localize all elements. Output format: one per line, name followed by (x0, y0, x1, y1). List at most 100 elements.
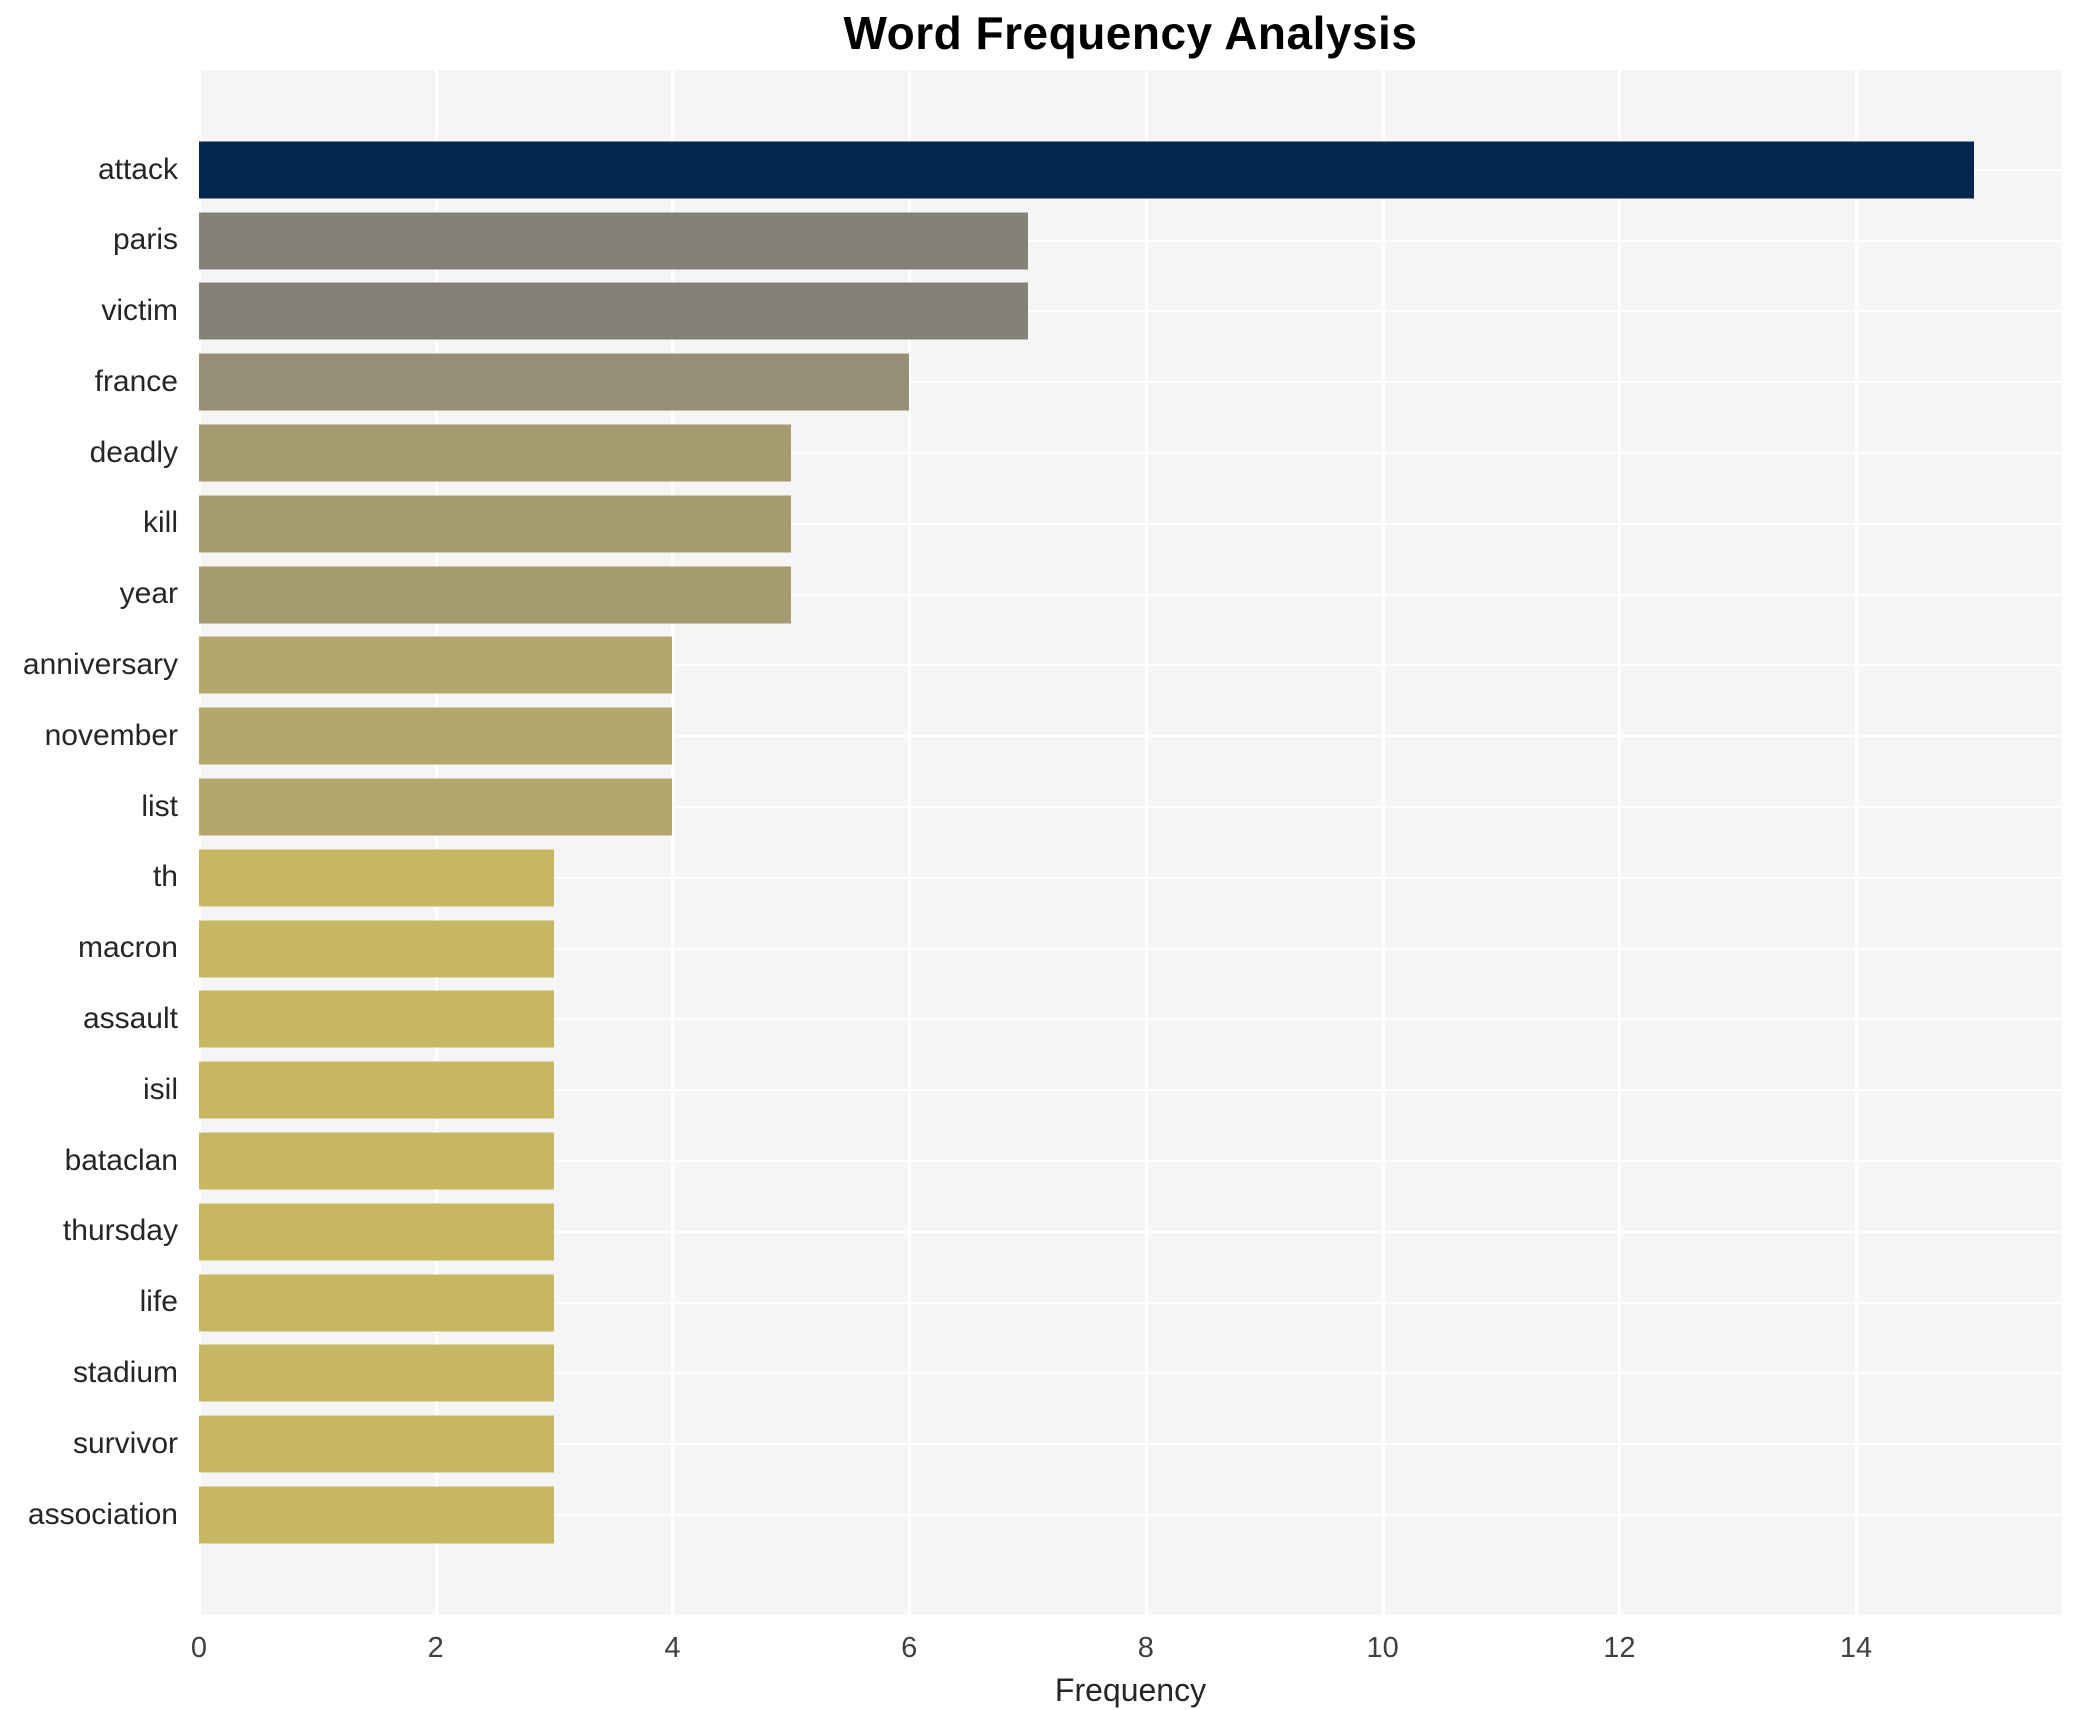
bar-row-victim (199, 276, 2062, 347)
gridline-x-8 (1144, 70, 1148, 1615)
gridline-y-assault (199, 1018, 2062, 1021)
bar-row-thursday (199, 1196, 2062, 1267)
gridline-y-year (199, 593, 2062, 596)
gridline-y-kill (199, 522, 2062, 525)
bar-row-list (199, 772, 2062, 843)
bar-th (199, 849, 555, 907)
gridline-y-thursday (199, 1230, 2062, 1233)
gridline-y-association (199, 1514, 2062, 1517)
bar-row-survivor (199, 1409, 2062, 1480)
bar-macron (199, 920, 555, 978)
bar-anniversary (199, 636, 673, 694)
bar-row-stadium (199, 1338, 2062, 1409)
bar-row-isil (199, 1055, 2062, 1126)
ylabel-thursday: thursday (62, 1214, 178, 1248)
bar-assault (199, 990, 555, 1048)
xtick-0: 0 (190, 1632, 208, 1664)
ylabel-bataclan: bataclan (64, 1143, 178, 1177)
ylabel-macron: macron (77, 931, 178, 965)
xtick-6: 6 (901, 1632, 918, 1664)
x-axis-title: Frequency (1054, 1672, 1207, 1708)
bar-row-attack (199, 135, 2062, 206)
bar-year (199, 566, 791, 624)
bar-row-bataclan (199, 1126, 2062, 1197)
gridline-y-life (199, 1301, 2062, 1304)
bar-life (199, 1274, 555, 1332)
gridline-x-14 (1855, 70, 1859, 1615)
ylabel-association: association (27, 1497, 178, 1531)
bar-attack (199, 141, 1975, 199)
ylabel-victim: victim (101, 294, 178, 328)
bar-row-macron (199, 913, 2062, 984)
bar-row-association (199, 1480, 2062, 1551)
ylabel-th: th (152, 860, 178, 894)
x-axis-ticks: 0 2 4 6 8 10 12 14 (0, 1632, 2082, 1672)
ylabel-france: france (94, 364, 178, 398)
ylabel-year: year (119, 577, 178, 611)
gridline-y-list (199, 806, 2062, 809)
gridline-y-november (199, 735, 2062, 738)
gridline-x-6 (908, 70, 912, 1615)
bars-container (199, 135, 2062, 1551)
gridline-x-10 (1381, 70, 1385, 1615)
bar-deadly (199, 424, 791, 482)
gridline-y-victim (199, 310, 2062, 313)
bar-row-anniversary (199, 630, 2062, 701)
y-axis-category-labels: attack paris victim france deadly kill year ann… (0, 70, 188, 1615)
bar-row-paris (199, 205, 2062, 276)
ylabel-life: life (139, 1285, 178, 1319)
ylabel-kill: kill (143, 506, 178, 540)
bar-kill (199, 495, 791, 553)
chart-title: Word Frequency Analysis (843, 7, 1418, 59)
gridline-y-stadium (199, 1372, 2062, 1375)
bar-list (199, 778, 673, 836)
gridline-x-0 (198, 70, 201, 1615)
ylabel-anniversary: anniversary (22, 648, 178, 682)
ylabel-deadly: deadly (89, 435, 178, 469)
xtick-10: 10 (1366, 1632, 1399, 1664)
bar-row-kill (199, 488, 2062, 559)
xtick-14: 14 (1839, 1632, 1873, 1664)
ylabel-assault: assault (82, 1002, 178, 1036)
gridline-y-bataclan (199, 1160, 2062, 1163)
bar-row-life (199, 1267, 2062, 1338)
bar-france (199, 353, 910, 411)
bar-paris (199, 212, 1028, 270)
bar-row-th (199, 842, 2062, 913)
ylabel-paris: paris (112, 223, 178, 257)
gridline-y-survivor (199, 1443, 2062, 1446)
bar-row-assault (199, 984, 2062, 1055)
bar-row-year (199, 559, 2062, 630)
ylabel-stadium: stadium (72, 1356, 178, 1390)
bar-row-france (199, 347, 2062, 418)
bar-row-november (199, 701, 2062, 772)
ylabel-attack: attack (97, 152, 178, 186)
ylabel-list: list (141, 789, 178, 823)
bar-row-deadly (199, 418, 2062, 489)
xtick-8: 8 (1137, 1632, 1154, 1664)
ylabel-november: november (44, 718, 178, 752)
gridline-y-anniversary (199, 664, 2062, 667)
bar-november (199, 707, 673, 765)
gridline-x-12 (1618, 70, 1622, 1615)
gridline-y-paris (199, 239, 2062, 242)
gridline-y-france (199, 381, 2062, 384)
gridline-x-2 (434, 70, 438, 1615)
bar-isil (199, 1061, 555, 1119)
bar-bataclan (199, 1132, 555, 1190)
ylabel-isil: isil (143, 1072, 178, 1106)
gridline-y-macron (199, 947, 2062, 950)
gridline-y-deadly (199, 452, 2062, 455)
bar-survivor (199, 1415, 555, 1473)
gridline-x-4 (671, 70, 675, 1615)
xtick-2: 2 (427, 1632, 444, 1664)
bar-stadium (199, 1344, 555, 1402)
plot-area (198, 70, 2062, 1615)
xtick-4: 4 (664, 1632, 681, 1664)
bar-association (199, 1486, 555, 1544)
gridline-y-th (199, 876, 2062, 879)
bar-thursday (199, 1203, 555, 1261)
bar-victim (199, 282, 1028, 340)
ylabel-survivor: survivor (72, 1426, 178, 1460)
xtick-12: 12 (1603, 1632, 1636, 1664)
